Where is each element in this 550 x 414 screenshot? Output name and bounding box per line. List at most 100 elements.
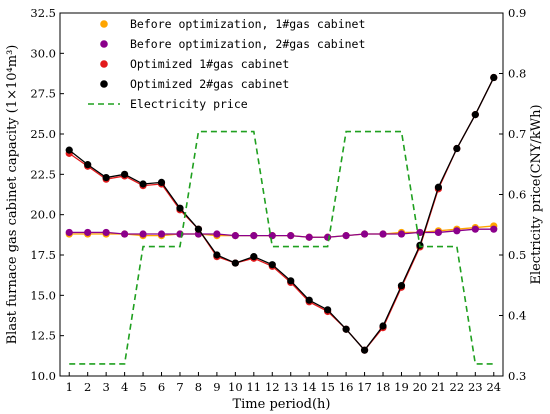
data-point <box>194 225 203 233</box>
legend-item: Optimized 1#gas cabinet <box>100 57 289 71</box>
x-tick-label: 9 <box>213 380 220 394</box>
data-point <box>84 161 92 169</box>
data-point <box>213 251 221 259</box>
data-point <box>121 230 129 238</box>
data-point <box>250 253 258 261</box>
data-point <box>231 259 239 267</box>
x-tick-label: 21 <box>431 380 446 394</box>
x-tick-label: 4 <box>121 380 128 394</box>
x-tick-label: 7 <box>176 380 183 394</box>
data-point <box>231 232 239 240</box>
legend-label: Before optimization, 1#gas cabinet <box>130 17 365 31</box>
x-tick-label: 12 <box>265 380 280 394</box>
x-tick-label: 18 <box>376 380 391 394</box>
y2-tick-label: 0.3 <box>508 369 526 383</box>
x-tick-label: 17 <box>357 380 372 394</box>
legend-label: Optimized 1#gas cabinet <box>130 57 289 71</box>
x-tick-label: 5 <box>139 380 146 394</box>
legend-label: Before optimization, 2#gas cabinet <box>130 37 365 51</box>
data-point <box>490 225 498 233</box>
y-tick-label: 25.0 <box>30 127 56 141</box>
x-tick-label: 10 <box>228 380 243 394</box>
tick-labels: 1 2 3 4 5 6 7 8 9 10 11 12 13 14 15 16 17 18 19 20 21 22 23 241… <box>30 6 526 394</box>
data-point <box>287 232 295 240</box>
data-point <box>250 232 258 240</box>
x-tick-label: 24 <box>486 380 501 394</box>
y-axis-label: Blast furnace gas cabinet capacity (1×10… <box>5 45 20 345</box>
data-point <box>360 346 369 354</box>
legend-item: Electricity price <box>88 97 248 111</box>
x-tick-label: 20 <box>413 380 428 394</box>
series-layer <box>65 73 498 365</box>
legend-label: Electricity price <box>130 97 248 111</box>
data-point <box>453 144 461 153</box>
legend-marker <box>100 60 108 68</box>
y2-tick-label: 0.4 <box>508 309 526 323</box>
data-point <box>157 230 166 238</box>
data-point <box>342 325 350 333</box>
y-tick-label: 12.5 <box>30 329 56 343</box>
data-point <box>397 282 406 290</box>
x-tick-label: 13 <box>283 380 298 394</box>
y-tick-label: 10.0 <box>30 369 56 383</box>
data-point <box>434 183 442 191</box>
y-tick-label: 20.0 <box>30 208 56 222</box>
x-tick-label: 1 <box>66 380 73 394</box>
data-point <box>65 228 73 237</box>
legend-marker <box>100 20 108 28</box>
y-tick-label: 32.5 <box>30 6 56 20</box>
x-tick-label: 3 <box>102 380 109 394</box>
series-1 <box>65 222 498 241</box>
x-tick-label: 23 <box>468 380 483 394</box>
y-tick-label: 27.5 <box>30 87 56 101</box>
x-tick-label: 16 <box>339 380 354 394</box>
series-3 <box>65 73 498 354</box>
legend-item: Before optimization, 1#gas cabinet <box>100 17 365 31</box>
y2-tick-label: 0.9 <box>508 6 526 20</box>
y2-tick-label: 0.8 <box>508 67 526 81</box>
data-point <box>397 230 406 238</box>
legend: Before optimization, 1#gas cabinet Before… <box>88 17 365 111</box>
data-point <box>490 73 498 82</box>
data-point <box>268 261 276 269</box>
x-tick-label: 22 <box>450 380 465 394</box>
y-tick-label: 30.0 <box>30 46 56 60</box>
legend-label: Optimized 2#gas cabinet <box>130 77 289 91</box>
legend-marker <box>100 40 108 48</box>
data-point <box>176 204 184 212</box>
data-point <box>102 228 110 237</box>
electricity-price-line <box>69 130 494 365</box>
data-point <box>157 178 166 186</box>
series-line <box>69 228 494 238</box>
series-5 <box>69 130 494 365</box>
data-point <box>139 230 147 238</box>
data-point <box>65 146 73 154</box>
data-point <box>471 111 479 119</box>
data-point <box>305 233 313 241</box>
y2-tick-label: 0.7 <box>508 127 526 141</box>
data-point <box>379 230 387 238</box>
data-point <box>305 296 313 304</box>
legend-item: Before optimization, 2#gas cabinet <box>100 37 365 51</box>
x-tick-label: 19 <box>394 380 409 394</box>
data-point <box>342 232 350 240</box>
data-point <box>453 227 461 235</box>
data-point <box>102 173 110 182</box>
data-point <box>360 230 369 238</box>
x-tick-label: 6 <box>158 380 165 394</box>
tick-marks <box>60 12 503 377</box>
y2-axis-label: Electricity price(CNY/kWh) <box>529 104 544 284</box>
x-tick-label: 14 <box>302 380 317 394</box>
data-point <box>287 277 295 285</box>
data-point <box>139 180 147 188</box>
legend-item: Optimized 2#gas cabinet <box>100 77 289 91</box>
x-axis-label: Time period(h) <box>232 397 330 412</box>
data-point <box>213 230 221 238</box>
x-tick-label: 8 <box>195 380 202 394</box>
series-2 <box>65 225 498 241</box>
x-tick-label: 2 <box>84 380 91 394</box>
legend-marker <box>100 80 108 88</box>
y-tick-label: 15.0 <box>30 288 56 302</box>
series-4 <box>65 73 498 354</box>
